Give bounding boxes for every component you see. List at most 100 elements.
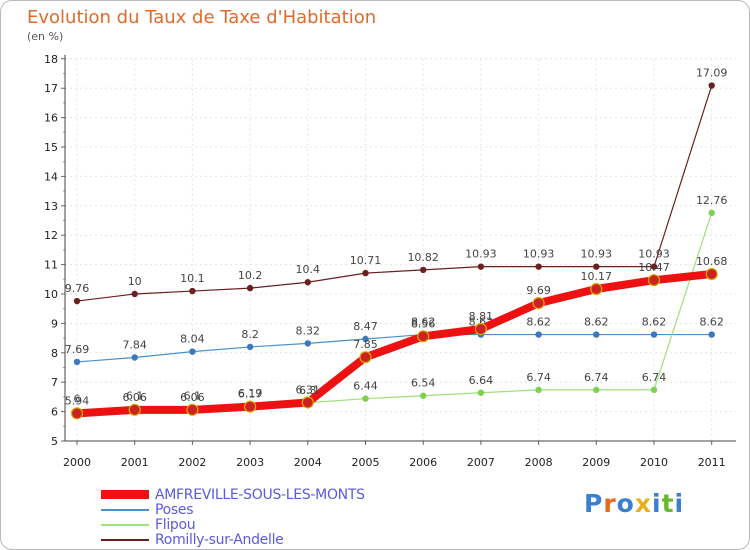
x-tick-label: 2007 [467, 456, 495, 469]
legend-label: AMFREVILLE-SOUS-LES-MONTS [155, 486, 365, 503]
data-label: 8.62 [526, 316, 551, 329]
x-tick-label: 2003 [236, 456, 264, 469]
data-point [301, 396, 314, 409]
data-point [362, 395, 369, 402]
x-tick-label: 2008 [525, 456, 553, 469]
legend-swatch [101, 538, 149, 541]
data-point [532, 297, 545, 310]
data-label: 7.84 [122, 339, 147, 352]
data-point [131, 290, 138, 298]
x-tick-label: 2002 [178, 456, 206, 469]
data-label: 8.04 [180, 333, 205, 346]
data-label: 6.19 [238, 387, 263, 400]
y-tick-label: 6 [51, 406, 58, 419]
data-label: 10.2 [238, 269, 263, 282]
data-point [647, 274, 661, 287]
data-point [304, 340, 311, 347]
data-label: 10.68 [696, 255, 728, 268]
data-label: 6.74 [584, 371, 609, 384]
legend-item: AMFREVILLE-SOUS-LES-MONTS [101, 486, 365, 503]
data-label: 10.93 [638, 248, 670, 261]
data-label: 6.74 [642, 371, 667, 384]
data-point [477, 263, 485, 270]
data-point [186, 403, 199, 416]
y-tick-label: 12 [44, 229, 58, 242]
data-point [650, 263, 658, 270]
data-label: 8.2 [241, 328, 259, 341]
data-point [535, 331, 542, 338]
legend-item: Romilly-sur-Andelle [101, 532, 365, 548]
data-label: 6.1 [184, 390, 202, 403]
data-label: 8.62 [642, 316, 667, 329]
data-label: 8.62 [699, 316, 724, 329]
plot-area [65, 54, 736, 442]
data-point [650, 386, 658, 394]
data-point [304, 279, 311, 286]
data-label: 5.94 [65, 394, 90, 407]
data-label: 6.17 [238, 388, 263, 401]
legend-item: Poses [101, 502, 365, 518]
y-tick-label: 14 [44, 170, 58, 183]
data-point [73, 358, 81, 366]
data-label: 10.93 [581, 248, 613, 261]
logo-letter: o [616, 489, 635, 518]
data-label: 10 [128, 275, 142, 288]
data-label: 10.1 [180, 272, 205, 285]
y-tick-label: 9 [51, 317, 58, 330]
data-label: 8.81 [469, 310, 494, 323]
data-point [128, 403, 141, 416]
x-tick-label: 2005 [352, 456, 380, 469]
chart-title: Evolution du Taux de Taxe d'Habitation [27, 7, 377, 28]
y-tick-label: 13 [44, 200, 58, 213]
data-label: 10.71 [350, 254, 382, 267]
logo-letter: r [603, 489, 617, 518]
x-tick-label: 2000 [63, 456, 91, 469]
logo-letter: x [634, 489, 652, 518]
x-tick-label: 2011 [698, 456, 726, 469]
y-tick-label: 5 [51, 435, 58, 448]
data-point [593, 331, 600, 338]
data-label: 7.85 [353, 338, 378, 351]
x-tick-label: 2004 [294, 456, 322, 469]
data-point [73, 297, 81, 305]
data-point [420, 392, 427, 399]
data-point [359, 351, 372, 364]
data-label: 6.06 [180, 391, 205, 404]
data-label: 6.06 [122, 391, 147, 404]
data-point [70, 407, 84, 420]
data-label: 9.76 [65, 282, 90, 295]
data-point [708, 331, 715, 338]
data-point [246, 284, 254, 292]
legend-label: Flipou [155, 516, 196, 533]
data-label: 17.09 [696, 67, 728, 80]
data-label: 6.74 [526, 371, 551, 384]
data-point [474, 322, 487, 336]
data-point [650, 331, 658, 338]
series-line [73, 270, 716, 418]
data-point [593, 386, 600, 394]
x-tick-label: 2009 [582, 456, 610, 469]
x-tick-label: 2010 [640, 456, 668, 469]
y-unit-label: (en %) [27, 30, 64, 43]
data-point [420, 266, 427, 274]
proxiti-logo: Proxiti [584, 489, 684, 518]
data-point [535, 386, 542, 394]
data-point [244, 400, 257, 413]
data-label: 6.44 [353, 380, 378, 393]
data-label: 10.47 [638, 261, 670, 274]
data-point [590, 282, 603, 296]
legend-swatch [101, 508, 149, 511]
data-point [362, 269, 369, 277]
y-tick-label: 8 [51, 347, 58, 360]
data-label: 12.76 [696, 194, 728, 207]
y-tick-label: 11 [44, 259, 58, 272]
x-tick-label: 2006 [409, 456, 437, 469]
logo-letter: i [674, 489, 685, 518]
data-label: 10.93 [465, 248, 497, 261]
data-point [189, 348, 196, 355]
data-point [593, 263, 600, 270]
logo-letter: P [584, 489, 604, 518]
